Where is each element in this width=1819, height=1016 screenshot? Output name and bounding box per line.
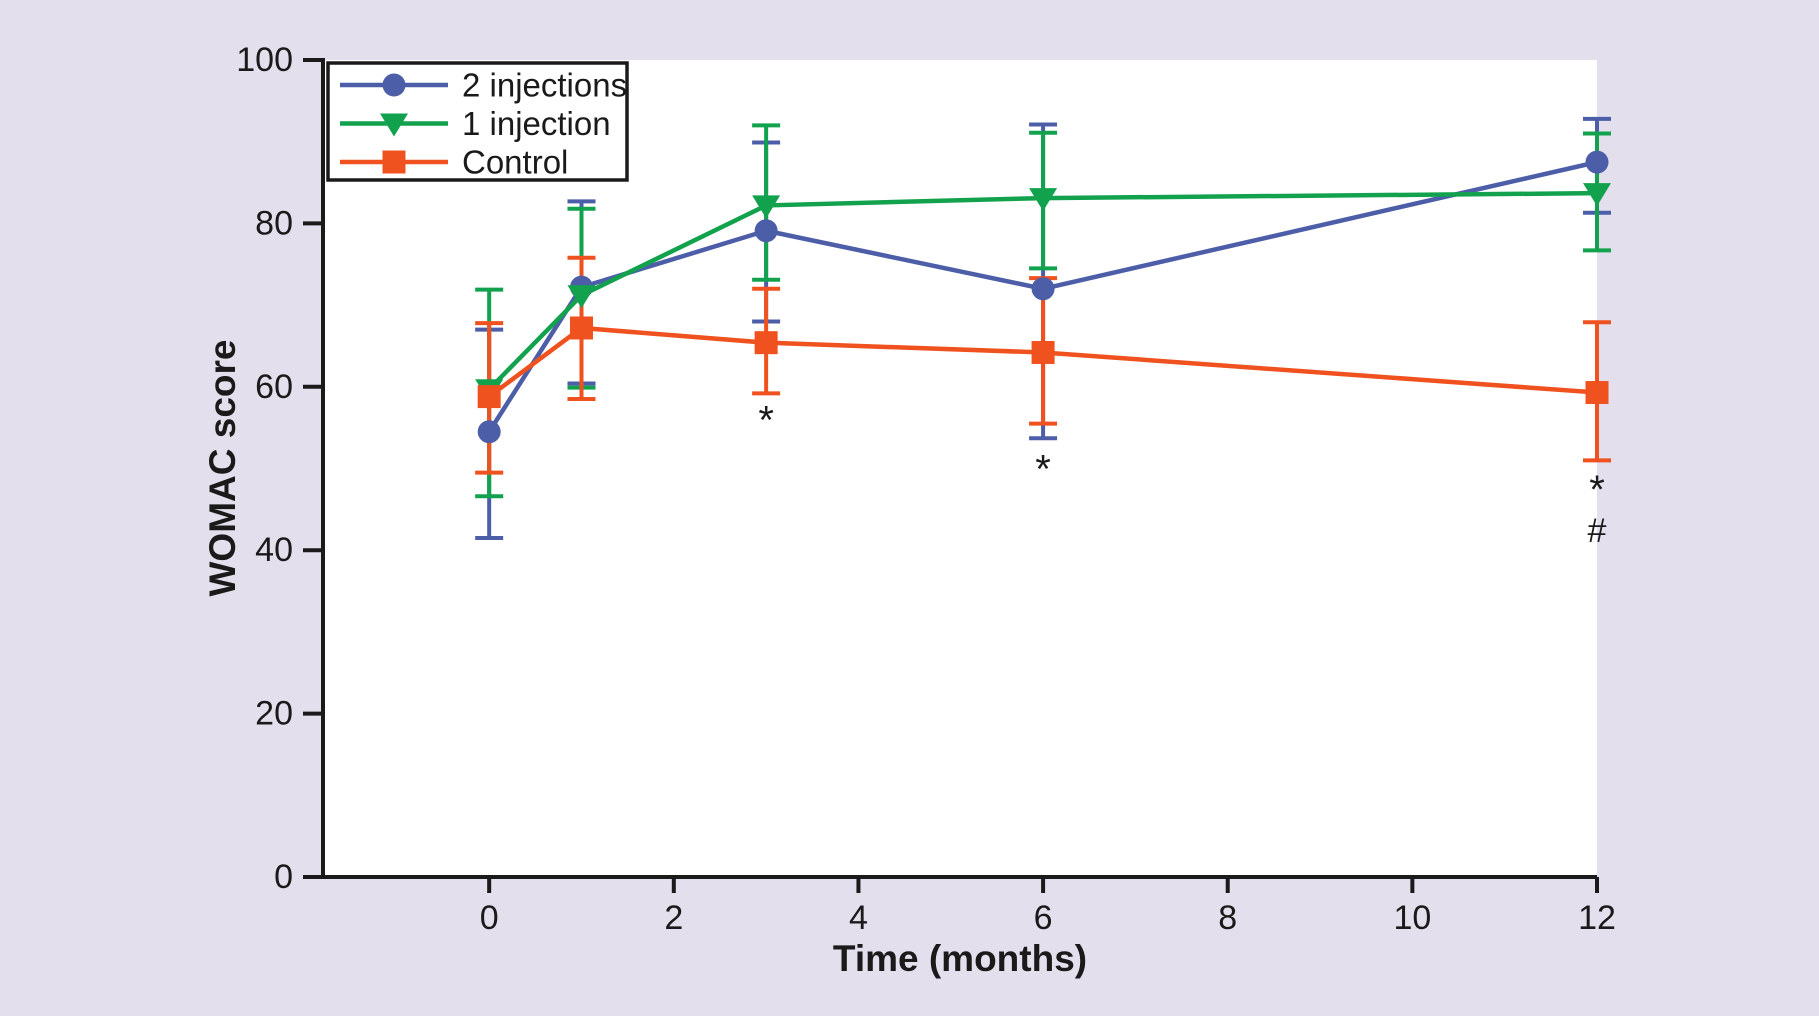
legend-swatch-marker <box>382 150 406 174</box>
triangle-down-marker-1-injection <box>1583 183 1611 207</box>
square-marker-control <box>754 331 778 355</box>
circle-marker-2-injections <box>477 420 501 444</box>
annotation-hash: # <box>1588 512 1607 550</box>
x-axis-title: Time (months) <box>832 938 1088 979</box>
circle-marker-2-injections <box>1031 277 1055 301</box>
triangle-down-marker-1-injection <box>1029 188 1058 212</box>
legend-label: 2 injections <box>462 67 627 104</box>
y-tick-label: 60 <box>255 368 293 406</box>
y-tick-label: 20 <box>255 695 293 733</box>
x-tick-label: 10 <box>1393 899 1431 937</box>
square-marker-control <box>569 316 593 340</box>
x-tick-label: 8 <box>1218 899 1237 937</box>
square-marker-control <box>477 385 501 409</box>
y-tick-label: 0 <box>274 858 293 896</box>
circle-marker-2-injections <box>754 219 778 243</box>
circle-marker-2-injections <box>1585 150 1609 174</box>
x-tick-label: 12 <box>1578 899 1616 937</box>
square-marker-control <box>1031 340 1055 364</box>
x-tick-label: 4 <box>849 899 868 937</box>
plot-area <box>323 60 1597 877</box>
triangle-down-marker-1-injection <box>567 285 596 309</box>
triangle-down-marker-1-injection <box>752 195 781 219</box>
legend-label: 1 injection <box>462 105 611 142</box>
annotation-asterisk: * <box>1035 448 1051 492</box>
annotation-asterisk: * <box>1589 468 1605 512</box>
axis-frame <box>321 58 1597 879</box>
x-tick-label: 2 <box>664 899 683 937</box>
x-tick-label: 6 <box>1034 899 1053 937</box>
legend-label: Control <box>462 144 568 181</box>
legend-swatch-marker <box>380 113 408 137</box>
y-axis-title: WOMAC score <box>202 339 243 597</box>
y-tick-label: 100 <box>236 41 293 79</box>
annotation-asterisk: * <box>758 398 774 442</box>
y-tick-label: 80 <box>255 204 293 242</box>
y-tick-label: 40 <box>255 531 293 569</box>
x-tick-label: 0 <box>480 899 499 937</box>
legend-swatch-marker <box>382 73 406 97</box>
square-marker-control <box>1585 381 1609 405</box>
